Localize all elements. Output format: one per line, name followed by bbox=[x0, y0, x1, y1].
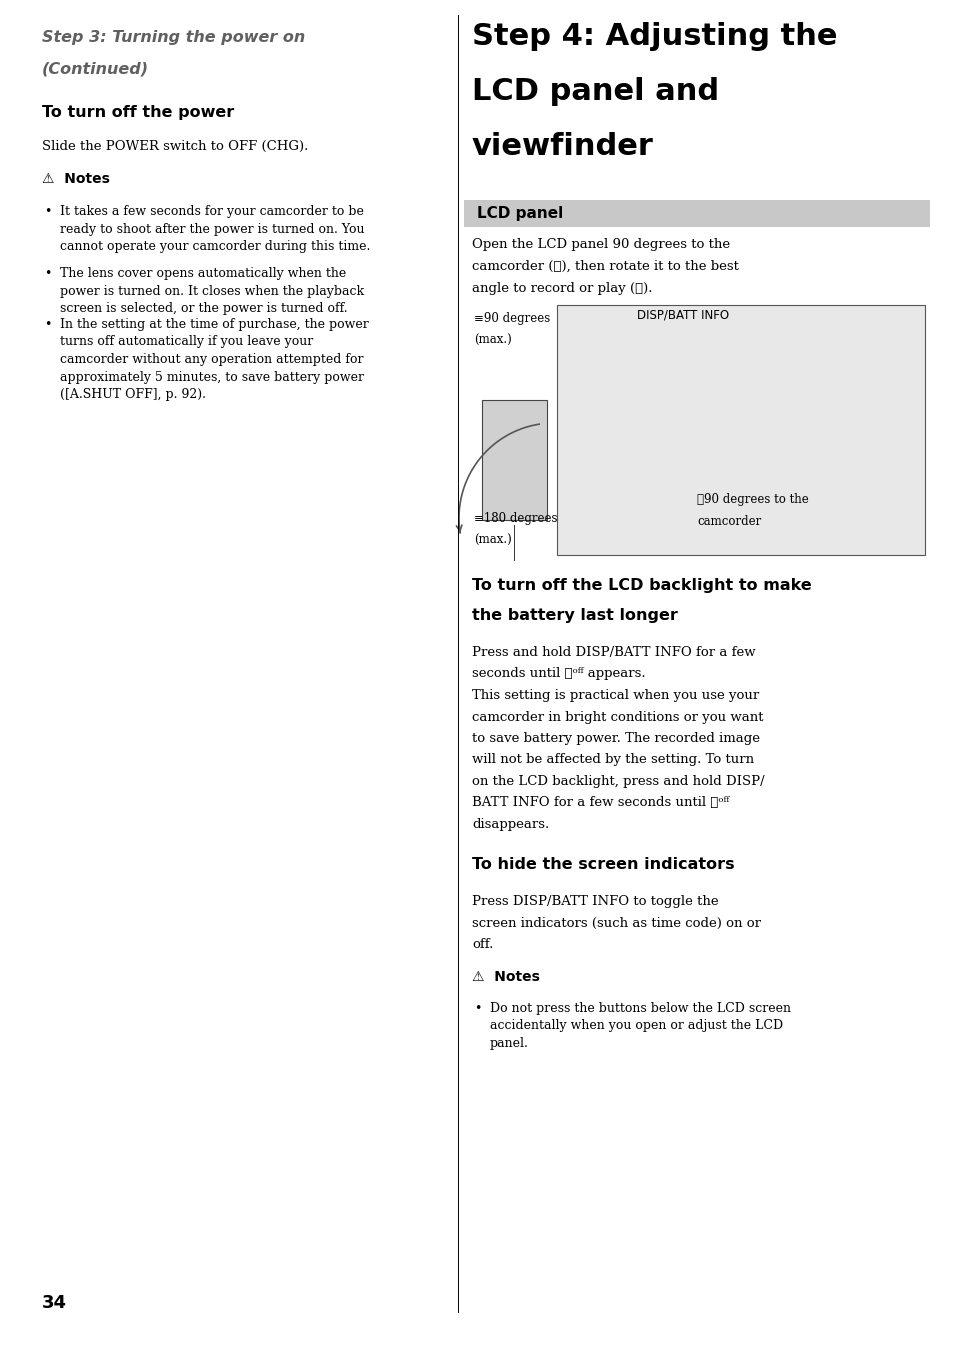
Text: (max.): (max.) bbox=[474, 535, 511, 547]
Text: 34: 34 bbox=[42, 1295, 67, 1312]
Text: Press and hold DISP/BATT INFO for a few: Press and hold DISP/BATT INFO for a few bbox=[472, 646, 755, 660]
Text: This setting is practical when you use your: This setting is practical when you use y… bbox=[472, 689, 759, 702]
Text: on the LCD backlight, press and hold DISP/: on the LCD backlight, press and hold DIS… bbox=[472, 775, 763, 788]
Text: To turn off the power: To turn off the power bbox=[42, 104, 234, 119]
Text: camcorder: camcorder bbox=[697, 516, 760, 528]
Bar bbox=[463, 199, 929, 227]
Text: will not be affected by the setting. To turn: will not be affected by the setting. To … bbox=[472, 753, 753, 767]
Text: Slide the POWER switch to OFF (CHG).: Slide the POWER switch to OFF (CHG). bbox=[42, 140, 308, 153]
Text: angle to record or play (②).: angle to record or play (②). bbox=[472, 282, 652, 294]
Text: viewfinder: viewfinder bbox=[472, 132, 653, 161]
Text: seconds until ⎕ᵒᶠᶠ appears.: seconds until ⎕ᵒᶠᶠ appears. bbox=[472, 668, 645, 680]
Text: Open the LCD panel 90 degrees to the: Open the LCD panel 90 degrees to the bbox=[472, 237, 729, 251]
Text: •: • bbox=[474, 1001, 481, 1015]
Text: ⚠  Notes: ⚠ Notes bbox=[42, 172, 110, 186]
Text: ①90 degrees to the: ①90 degrees to the bbox=[697, 493, 808, 506]
Text: (Continued): (Continued) bbox=[42, 62, 149, 77]
Text: DISP/BATT INFO: DISP/BATT INFO bbox=[637, 308, 728, 322]
Bar bbox=[481, 400, 546, 520]
Text: ≡180 degrees: ≡180 degrees bbox=[474, 512, 557, 525]
Text: The lens cover opens automatically when the
power is turned on. It closes when t: The lens cover opens automatically when … bbox=[60, 267, 364, 315]
Text: •: • bbox=[44, 267, 51, 280]
Text: disappears.: disappears. bbox=[472, 818, 549, 830]
Text: ⚠  Notes: ⚠ Notes bbox=[472, 970, 539, 984]
Text: It takes a few seconds for your camcorder to be
ready to shoot after the power i: It takes a few seconds for your camcorde… bbox=[60, 205, 370, 252]
Text: (max.): (max.) bbox=[474, 334, 511, 347]
Text: screen indicators (such as time code) on or: screen indicators (such as time code) on… bbox=[472, 917, 760, 930]
Text: off.: off. bbox=[472, 939, 493, 951]
Text: ≡90 degrees: ≡90 degrees bbox=[474, 312, 550, 324]
Text: In the setting at the time of purchase, the power
turns off automatically if you: In the setting at the time of purchase, … bbox=[60, 318, 369, 402]
Text: LCD panel and: LCD panel and bbox=[472, 77, 719, 106]
Text: the battery last longer: the battery last longer bbox=[472, 608, 678, 623]
Text: camcorder (①), then rotate it to the best: camcorder (①), then rotate it to the bes… bbox=[472, 261, 739, 273]
Text: •: • bbox=[44, 318, 51, 331]
Text: BATT INFO for a few seconds until ⎕ᵒᶠᶠ: BATT INFO for a few seconds until ⎕ᵒᶠᶠ bbox=[472, 797, 728, 810]
Text: To turn off the LCD backlight to make: To turn off the LCD backlight to make bbox=[472, 578, 811, 593]
Text: camcorder in bright conditions or you want: camcorder in bright conditions or you wa… bbox=[472, 711, 762, 723]
Bar bbox=[557, 305, 924, 555]
Text: •: • bbox=[44, 205, 51, 218]
Text: LCD panel: LCD panel bbox=[476, 206, 562, 221]
Text: Step 4: Adjusting the: Step 4: Adjusting the bbox=[472, 22, 837, 52]
Text: To hide the screen indicators: To hide the screen indicators bbox=[472, 858, 734, 873]
Text: Do not press the buttons below the LCD screen
accidentally when you open or adju: Do not press the buttons below the LCD s… bbox=[490, 1001, 790, 1050]
Text: Step 3: Turning the power on: Step 3: Turning the power on bbox=[42, 30, 305, 45]
Text: Press DISP/BATT INFO to toggle the: Press DISP/BATT INFO to toggle the bbox=[472, 896, 718, 908]
Text: to save battery power. The recorded image: to save battery power. The recorded imag… bbox=[472, 731, 760, 745]
